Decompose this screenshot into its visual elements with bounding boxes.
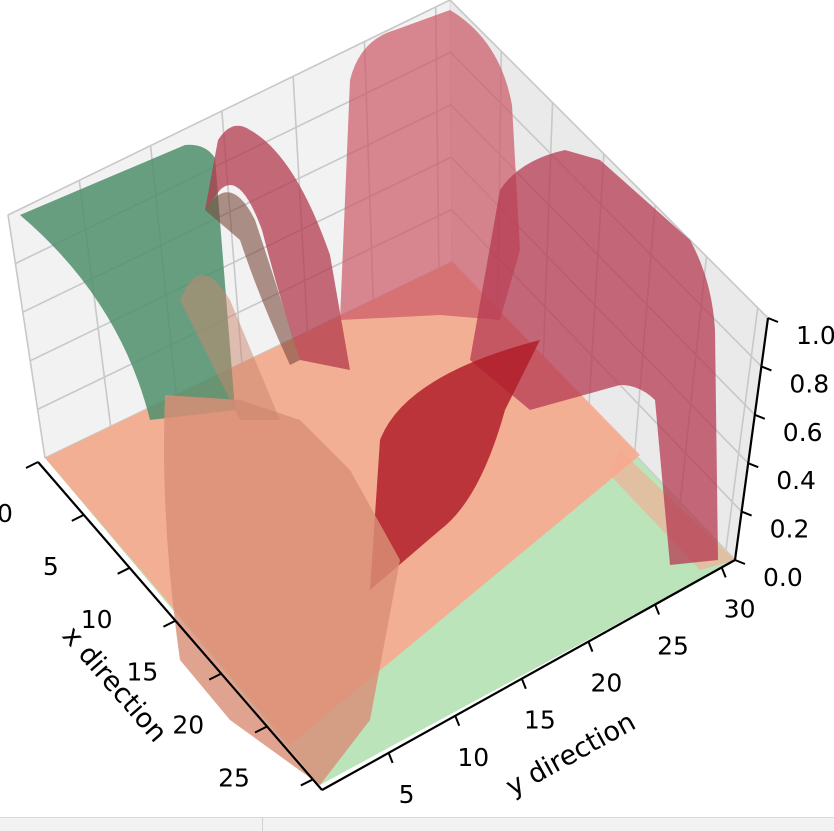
- z-tick: [741, 510, 752, 517]
- x-tick: [25, 461, 39, 469]
- red-ridge-1: [205, 125, 350, 370]
- x-tick: [162, 619, 176, 628]
- z-tick-label: 0.6: [783, 418, 823, 447]
- z-tick-label: 0.8: [789, 369, 829, 398]
- y-tick: [720, 567, 727, 578]
- y-tick-label: 15: [524, 706, 556, 735]
- y-tick: [520, 678, 527, 690]
- x-tick: [117, 566, 131, 575]
- y-tick-label: 25: [657, 632, 689, 661]
- y-axis-label: y direction: [501, 706, 641, 802]
- y-axis-line: [321, 559, 736, 791]
- z-tick-label: 0.0: [763, 563, 803, 592]
- z-ticks: 0.0 0.2 0.4 0.6 0.8 1.0: [734, 317, 834, 592]
- z-tick: [747, 462, 759, 469]
- green-plateau: [20, 144, 235, 420]
- z-tick: [761, 365, 772, 372]
- y-tick: [587, 641, 594, 652]
- x-tick: [71, 514, 85, 522]
- x-axis-line: [37, 461, 323, 791]
- status-divider: [262, 818, 263, 831]
- z-tick-label: 0.2: [770, 515, 810, 544]
- red-ridge-2: [340, 10, 520, 320]
- status-strip: [0, 817, 834, 831]
- x-gridline: [7, 214, 46, 459]
- z-tick: [767, 317, 779, 323]
- y-ticks: 5 10 15 20 25 30: [387, 567, 756, 809]
- y-tick-label: 30: [724, 594, 756, 623]
- x-tick: [208, 672, 222, 681]
- red-ridge-1-inner: [205, 192, 300, 365]
- x-tick-label: 5: [43, 552, 59, 581]
- red-ridge-4: [370, 340, 540, 590]
- y-tick: [387, 752, 394, 764]
- y-gridline: [725, 307, 759, 551]
- x-tick-label: 20: [172, 711, 204, 740]
- x-tick: [300, 778, 314, 787]
- x-tick-label: 25: [218, 764, 250, 793]
- x-tick-label: 15: [127, 658, 159, 687]
- z-axis-line: [733, 317, 770, 561]
- z-tick-label: 0.4: [776, 466, 816, 495]
- y-tick: [654, 604, 660, 615]
- z-tick: [754, 413, 766, 420]
- green-surface: [20, 144, 235, 420]
- axes: [37, 317, 770, 791]
- y-tick-label: 5: [399, 780, 415, 809]
- x-tick-label: 0: [0, 499, 13, 528]
- red-ridge-3: [470, 150, 718, 565]
- y-tick-label: 10: [457, 743, 489, 772]
- z-tick: [734, 559, 746, 565]
- red-wall-front: [164, 395, 400, 785]
- z-gridline: [7, 0, 769, 319]
- red-wall-front-shade: [180, 275, 280, 420]
- y-tick-label: 20: [591, 669, 623, 698]
- y-tick: [454, 715, 461, 727]
- red-surface: [164, 10, 718, 785]
- z-tick-label: 1.0: [796, 321, 834, 350]
- x-tick: [254, 725, 268, 734]
- x-tick-label: 10: [81, 605, 113, 634]
